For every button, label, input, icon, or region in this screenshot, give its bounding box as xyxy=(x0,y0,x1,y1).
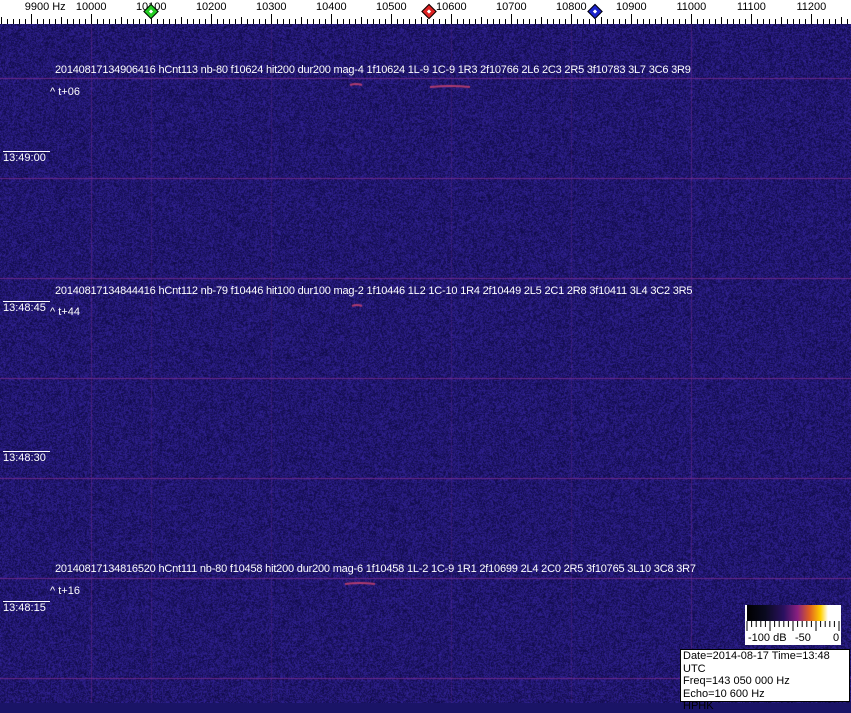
time-label: 13:48:45 xyxy=(3,301,50,314)
frequency-tick-label: 11000 xyxy=(676,1,707,13)
frequency-ruler: 9900 Hz100001010010200103001040010500106… xyxy=(0,0,851,24)
info-box: Date=2014-08-17 Time=13:48 UTC Freq=143 … xyxy=(680,649,850,712)
colorbar-gradient xyxy=(747,605,839,621)
frequency-tick-label: 10500 xyxy=(375,1,407,13)
frequency-tick-label: 10900 xyxy=(616,1,647,13)
detection-offset: ^ t+06 xyxy=(50,86,80,98)
frequency-tick-label: 10400 xyxy=(315,1,347,13)
detection-offset: ^ t+16 xyxy=(50,585,80,597)
detection-label: 20140817134816520 hCnt111 nb-80 f10458 h… xyxy=(55,563,696,575)
ruler-ticks xyxy=(1,14,848,24)
colorbar-label: -100 dB xyxy=(748,632,787,644)
frequency-tick-label: 11100 xyxy=(736,1,766,13)
colorbar-label: 0 xyxy=(833,632,840,644)
echo-frequency: Echo=10 600 Hz xyxy=(683,687,765,700)
frequency-tick-label: 10800 xyxy=(556,1,587,13)
colorbar-ticks xyxy=(746,621,840,631)
time-label: 13:48:30 xyxy=(3,451,50,464)
time-label: 13:48:15 xyxy=(3,601,50,614)
frequency: Freq=143 050 000 Hz xyxy=(683,675,790,687)
frequency-tick-label: 10300 xyxy=(255,1,287,13)
detection-label: 20140817134906416 hCnt113 nb-80 f10624 h… xyxy=(55,64,691,76)
detection-label: 20140817134844416 hCnt112 nb-79 f10446 h… xyxy=(55,285,693,297)
frequency-tick-label: 10600 xyxy=(436,1,467,13)
frequency-tick-label: 9900 Hz xyxy=(24,1,66,13)
frequency-tick-label: 10000 xyxy=(75,1,107,13)
frequency-tick-label: 10200 xyxy=(195,1,227,13)
frequency-tick-label: 11200 xyxy=(796,1,827,13)
frequency-tick-label: 10700 xyxy=(496,1,527,13)
colorbar: -100 dB -50 0 xyxy=(745,605,841,645)
date-time: Date=2014-08-17 Time=13:48 UTC xyxy=(683,650,830,675)
station-callsign: HPHK xyxy=(683,700,714,712)
detection-offset: ^ t+44 xyxy=(50,306,80,318)
time-label: 13:49:00 xyxy=(3,151,50,164)
colorbar-label: -50 xyxy=(795,632,811,644)
spectrogram xyxy=(0,24,851,703)
